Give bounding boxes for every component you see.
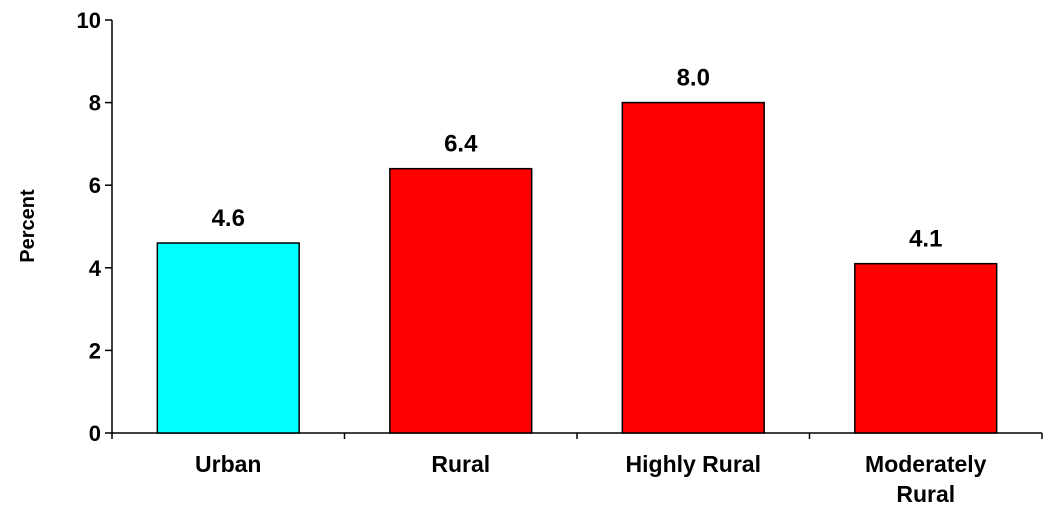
data-label: 8.0: [677, 65, 710, 92]
category-label: Moderately: [865, 451, 987, 477]
y-tick-label: 10: [77, 8, 101, 33]
y-tick-label: 0: [89, 421, 101, 446]
labels: 4.6 Urban 6.4 Rural 8.0 Highly Rural 4.1 Modera…: [195, 65, 987, 507]
y-tick-label: 2: [89, 338, 101, 363]
data-label: 4.1: [909, 226, 942, 253]
y-axis-title: Percent: [17, 189, 39, 263]
category-label: Highly Rural: [626, 451, 761, 477]
category-label: Rural: [431, 451, 490, 477]
bar-rural: [389, 167, 533, 434]
bar-moderately-rural: [854, 262, 998, 434]
category-label: Urban: [195, 451, 261, 477]
y-tick-label: 4: [89, 256, 102, 281]
bars: [156, 101, 998, 434]
data-label: 4.6: [212, 205, 245, 232]
bar-highly-rural: [621, 101, 765, 434]
y-tick-label: 8: [89, 91, 101, 116]
y-axis-title-group: Percent: [17, 189, 39, 263]
data-label: 6.4: [444, 131, 478, 158]
category-label: Rural: [896, 481, 955, 507]
y-tick-label: 6: [89, 173, 101, 198]
bar-urban: [156, 242, 300, 434]
